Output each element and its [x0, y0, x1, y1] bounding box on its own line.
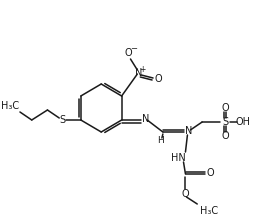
Text: O: O [154, 74, 162, 84]
Text: O: O [222, 103, 230, 113]
Text: O: O [206, 168, 214, 178]
Text: H₃C: H₃C [1, 101, 19, 111]
Text: H: H [158, 136, 164, 145]
Text: N: N [185, 126, 192, 136]
Text: OH: OH [236, 117, 251, 127]
Text: N: N [142, 114, 149, 124]
Text: +: + [139, 64, 145, 73]
Text: H₃C: H₃C [200, 206, 218, 216]
Text: O: O [222, 131, 230, 141]
Text: O: O [182, 189, 189, 199]
Text: O: O [125, 48, 132, 58]
Text: S: S [59, 115, 65, 125]
Text: N: N [135, 68, 142, 78]
Text: −: − [130, 44, 137, 53]
Text: HN: HN [171, 153, 186, 163]
Text: S: S [223, 117, 229, 127]
